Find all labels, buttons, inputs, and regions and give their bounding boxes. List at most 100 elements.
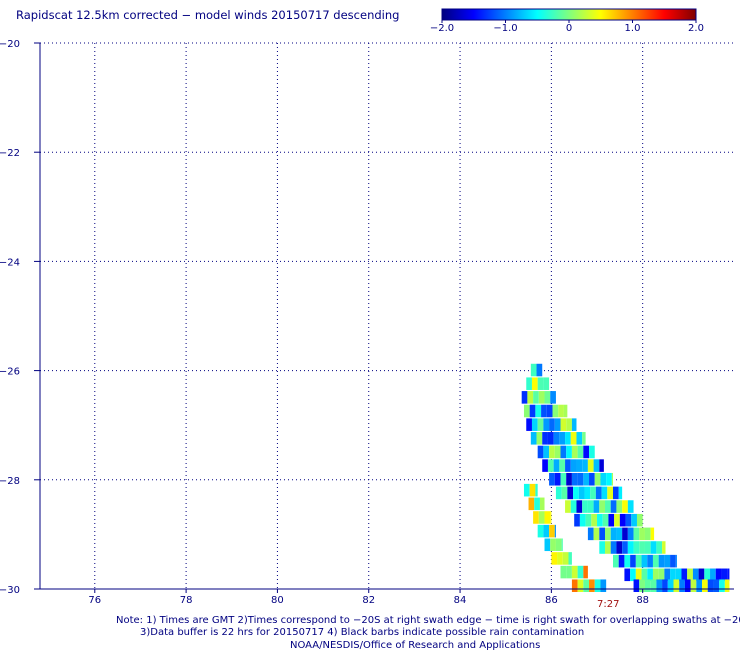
y-tick-label: −26 — [0, 367, 20, 378]
data-cell — [547, 459, 554, 472]
data-cell — [713, 579, 720, 593]
data-cell — [627, 541, 634, 554]
data-cell — [583, 579, 590, 593]
data-cell — [681, 568, 688, 582]
data-cell — [652, 568, 659, 582]
chart-title: Rapidscat 12.5km corrected − model winds… — [16, 8, 400, 22]
data-cell — [599, 527, 606, 541]
data-cell — [559, 459, 566, 472]
data-cell — [630, 568, 636, 582]
data-cell — [727, 568, 730, 582]
wind-difference-cells — [521, 363, 730, 593]
data-cell — [535, 404, 542, 418]
data-cell — [577, 445, 584, 459]
data-cell — [533, 511, 539, 524]
data-cell — [587, 500, 594, 513]
data-cell — [567, 486, 574, 500]
data-cell — [542, 432, 548, 445]
data-cell — [523, 404, 530, 418]
data-cell — [570, 432, 577, 445]
data-cell — [529, 483, 536, 497]
data-cell — [554, 418, 561, 431]
y-tick-label: −30 — [0, 585, 20, 596]
data-cell — [591, 513, 598, 527]
x-tick-label: 76 — [88, 595, 101, 606]
data-cell — [521, 391, 528, 404]
data-cell — [622, 541, 628, 554]
data-cell — [696, 579, 703, 593]
data-cell — [635, 554, 642, 568]
data-cell — [622, 500, 628, 513]
data-cell — [618, 554, 625, 568]
data-cell — [566, 445, 572, 459]
x-tick-label: 80 — [271, 595, 284, 606]
data-cell — [576, 459, 583, 472]
data-cell — [558, 404, 564, 418]
data-cell — [551, 552, 558, 565]
tick-labels: −20 −22 −24 −26 −28 −30 76 78 80 82 84 86 88 — [0, 39, 649, 606]
data-cell — [670, 554, 676, 568]
data-cell — [636, 513, 643, 527]
data-cell — [610, 500, 617, 513]
data-cell — [561, 486, 568, 500]
data-cell — [679, 579, 685, 593]
data-cell — [571, 445, 578, 459]
data-cell — [664, 554, 671, 568]
data-cell — [624, 568, 631, 582]
data-cell — [656, 541, 663, 554]
data-cell — [574, 513, 580, 527]
data-cell — [538, 391, 545, 404]
data-cell — [566, 418, 572, 431]
data-cell — [576, 432, 583, 445]
data-cell — [554, 524, 556, 538]
data-cell — [601, 486, 608, 500]
data-cell — [616, 541, 623, 554]
data-cell — [547, 432, 554, 445]
data-cell — [597, 513, 603, 527]
data-cell — [675, 554, 677, 568]
data-cell — [630, 554, 636, 568]
data-cell — [616, 500, 623, 513]
data-cell — [566, 472, 572, 486]
data-cell — [555, 486, 562, 500]
data-cell — [599, 459, 604, 472]
colorbar-tick-label: 0 — [566, 23, 572, 34]
x-tick-label: 82 — [362, 595, 375, 606]
data-cell — [605, 541, 611, 554]
note-line-1: Note: 1) Times are GMT 2)Times correspon… — [116, 615, 740, 626]
data-cell — [635, 568, 642, 582]
data-cell — [537, 418, 544, 431]
colorbar: −2.0 −1.0 0 1.0 2.0 — [430, 8, 704, 34]
data-cell — [533, 391, 539, 404]
data-cell — [583, 472, 590, 486]
data-cell — [641, 568, 648, 582]
data-cell — [565, 459, 571, 472]
data-cell — [641, 554, 648, 568]
data-cell — [554, 472, 561, 486]
data-cell — [535, 483, 538, 497]
data-cell — [607, 486, 614, 500]
data-cell — [667, 579, 674, 593]
data-cell — [704, 568, 711, 582]
data-cell — [571, 472, 578, 486]
data-cell — [585, 513, 592, 527]
x-tick-label: 88 — [636, 595, 649, 606]
data-cell — [543, 377, 550, 390]
data-cell — [644, 579, 651, 593]
data-cell — [594, 472, 601, 486]
data-cell — [553, 459, 560, 472]
x-tick-label: 84 — [454, 595, 467, 606]
data-cell — [664, 568, 671, 582]
data-cell — [610, 527, 617, 541]
y-tick-label: −28 — [0, 476, 20, 487]
data-cell — [570, 500, 577, 513]
axes — [34, 42, 734, 593]
data-cell — [582, 459, 588, 472]
data-cell — [684, 579, 691, 593]
data-cell — [578, 486, 585, 500]
data-cell — [602, 513, 609, 527]
data-cell — [583, 565, 588, 579]
data-cell — [530, 363, 537, 377]
data-cell — [644, 541, 651, 554]
data-cell — [527, 391, 534, 404]
